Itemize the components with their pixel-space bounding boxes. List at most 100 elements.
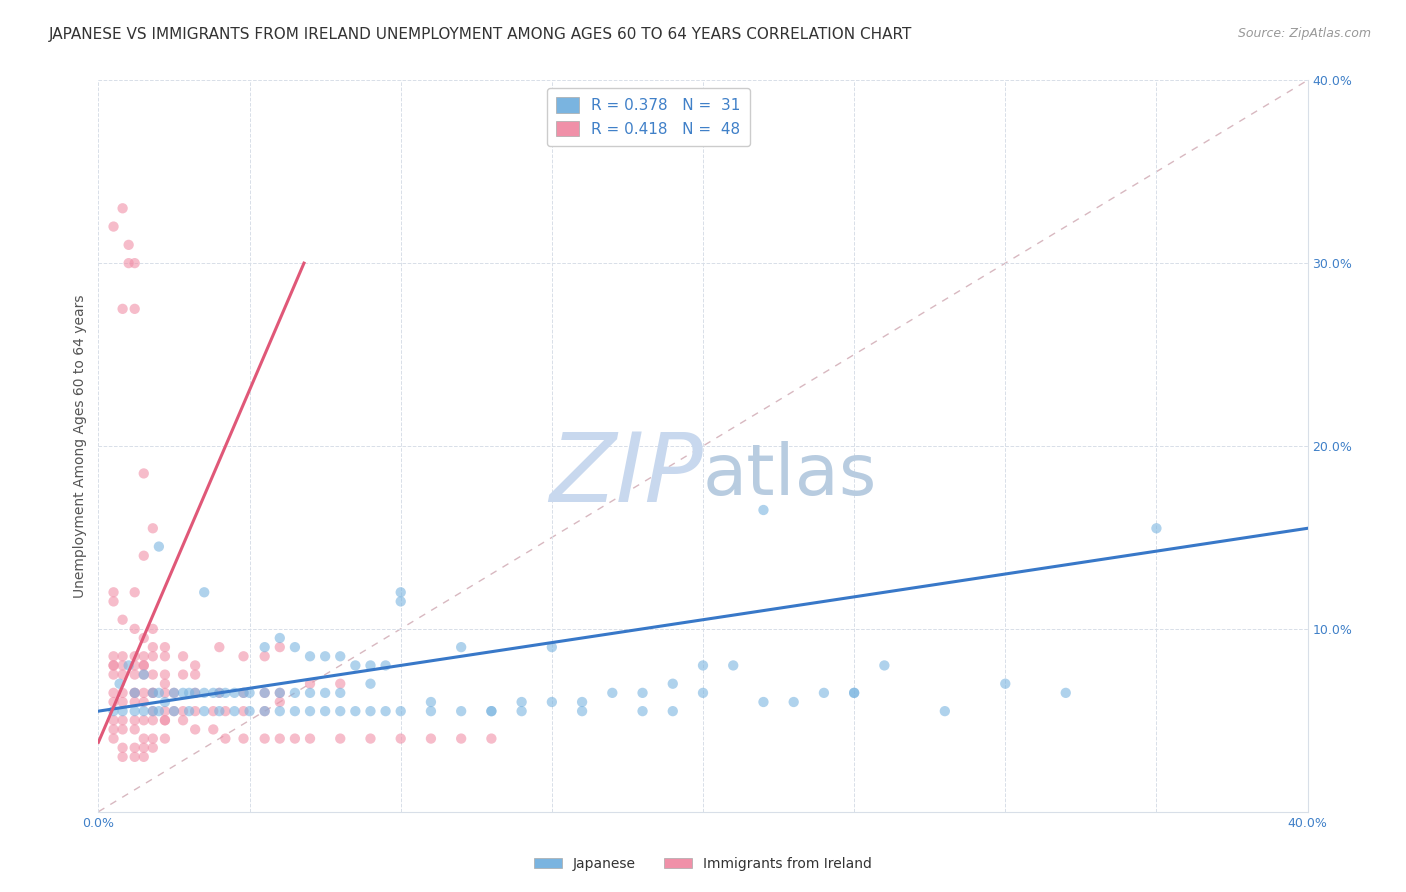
Point (111, 649, 134, 664)
Point (103, 594, 125, 608)
Point (124, 749, 146, 764)
Point (153, 704, 176, 718)
Point (389, 731, 412, 746)
Y-axis label: Unemployment Among Ages 60 to 64 years: Unemployment Among Ages 60 to 64 years (73, 294, 87, 598)
Point (148, 704, 170, 718)
Point (142, 521, 165, 535)
Point (103, 658, 125, 673)
Point (783, 695, 806, 709)
Point (269, 731, 291, 746)
Text: JAPANESE VS IMMIGRANTS FROM IRELAND UNEMPLOYMENT AMONG AGES 60 TO 64 YEARS CORRE: JAPANESE VS IMMIGRANTS FROM IRELAND UNEM… (49, 27, 912, 42)
Point (163, 704, 186, 718)
Point (420, 695, 443, 709)
Point (329, 686, 352, 700)
Point (179, 686, 201, 700)
Point (184, 723, 207, 737)
Point (631, 704, 654, 718)
Point (253, 704, 276, 718)
Point (374, 704, 396, 718)
Point (118, 256, 141, 270)
Point (124, 723, 146, 737)
Point (193, 704, 215, 718)
Point (202, 704, 225, 718)
Point (284, 731, 307, 746)
Point (631, 686, 654, 700)
Point (103, 686, 125, 700)
Point (132, 695, 155, 709)
Point (148, 540, 170, 554)
Point (299, 704, 322, 718)
Point (103, 695, 125, 709)
Point (314, 686, 336, 700)
Point (284, 686, 307, 700)
Point (103, 723, 125, 737)
Point (329, 731, 352, 746)
Point (571, 695, 593, 709)
Point (124, 686, 146, 700)
Point (269, 695, 291, 709)
Point (360, 731, 382, 746)
Point (132, 714, 155, 728)
Point (179, 704, 201, 718)
Point (153, 640, 176, 655)
Point (132, 667, 155, 681)
Point (602, 686, 624, 700)
Point (202, 723, 225, 737)
Point (214, 731, 236, 746)
Point (111, 723, 134, 737)
Point (253, 649, 276, 664)
Point (163, 686, 186, 700)
Point (253, 704, 276, 718)
Point (124, 686, 146, 700)
Point (111, 704, 134, 718)
Point (202, 686, 225, 700)
Point (153, 667, 176, 681)
Legend: Japanese, Immigrants from Ireland: Japanese, Immigrants from Ireland (529, 851, 877, 876)
Point (239, 704, 262, 718)
Point (184, 658, 207, 673)
Point (142, 731, 165, 746)
Point (329, 704, 352, 718)
Point (208, 640, 231, 655)
Point (124, 714, 146, 728)
Point (153, 676, 176, 690)
Point (420, 731, 443, 746)
Point (148, 686, 170, 700)
Point (510, 695, 533, 709)
Point (692, 658, 714, 673)
Point (184, 667, 207, 681)
Point (103, 658, 125, 673)
Point (450, 640, 472, 655)
Point (481, 704, 503, 718)
Point (269, 631, 291, 645)
Point (661, 704, 683, 718)
Point (132, 658, 155, 673)
Point (224, 704, 246, 718)
Point (124, 301, 146, 316)
Point (103, 649, 125, 664)
Point (314, 649, 336, 664)
Point (752, 695, 775, 709)
Point (153, 649, 176, 664)
Point (142, 667, 165, 681)
Point (163, 686, 186, 700)
Point (193, 686, 215, 700)
Point (132, 649, 155, 664)
Point (389, 585, 412, 599)
Point (111, 686, 134, 700)
Point (329, 676, 352, 690)
Point (142, 649, 165, 664)
Point (232, 704, 254, 718)
Text: atlas: atlas (703, 441, 877, 509)
Point (103, 667, 125, 681)
Point (108, 676, 131, 690)
Point (752, 503, 775, 517)
Point (132, 658, 155, 673)
Point (420, 704, 443, 718)
Point (214, 686, 236, 700)
Point (132, 749, 155, 764)
Point (360, 676, 382, 690)
Point (232, 649, 254, 664)
Point (269, 704, 291, 718)
Point (103, 585, 125, 599)
